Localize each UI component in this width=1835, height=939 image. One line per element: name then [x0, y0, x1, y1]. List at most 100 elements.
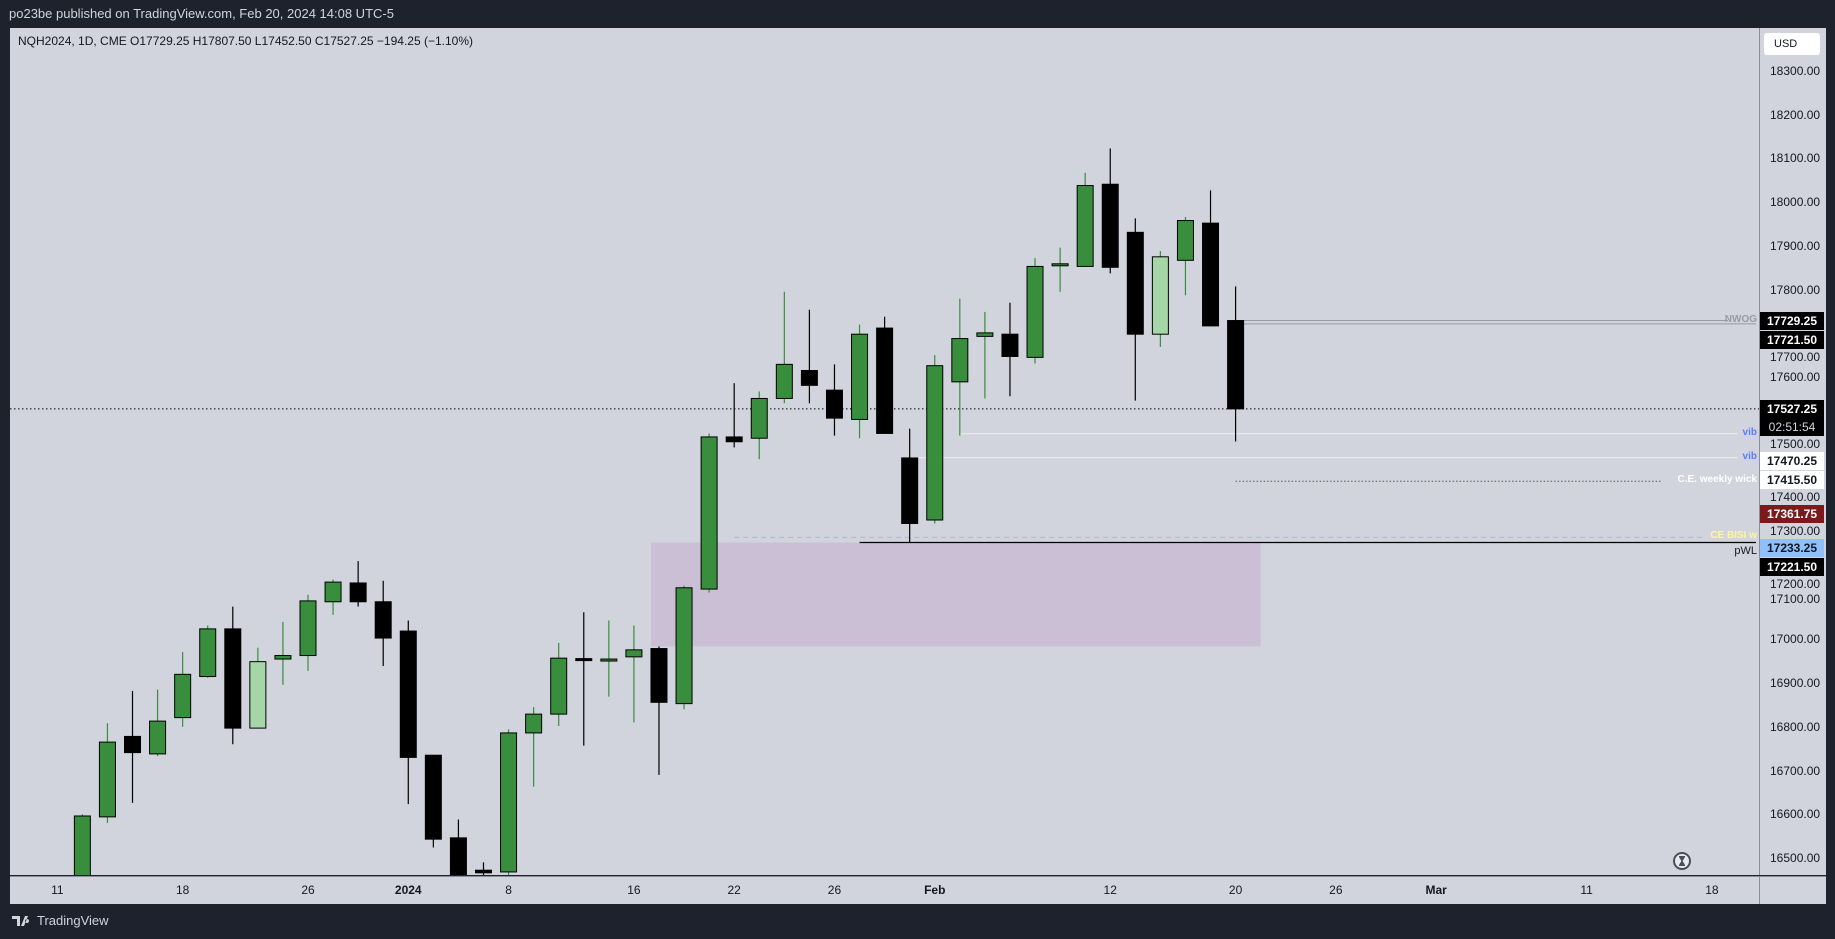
candle[interactable]	[249, 647, 267, 729]
candle[interactable]	[1026, 258, 1044, 364]
candle[interactable]	[650, 646, 668, 775]
candle[interactable]	[825, 364, 843, 436]
vib-price-badge: 17470.25	[1760, 451, 1824, 470]
candle[interactable]	[876, 316, 894, 434]
candle[interactable]	[625, 625, 643, 723]
candle[interactable]	[299, 594, 317, 671]
candle[interactable]	[550, 642, 568, 726]
candle[interactable]	[474, 862, 492, 893]
candle[interactable]	[1001, 302, 1019, 397]
price-tick: 18100.00	[1770, 151, 1821, 166]
candle-body	[951, 338, 969, 383]
candle-body	[324, 581, 342, 603]
candle[interactable]	[500, 729, 518, 879]
candle[interactable]	[98, 723, 116, 823]
candle[interactable]	[73, 814, 91, 893]
candle-body	[1151, 256, 1169, 335]
candle-body	[525, 713, 543, 734]
candle-body	[775, 363, 793, 399]
price-tick: 18300.00	[1770, 64, 1821, 78]
chart-pane[interactable]	[10, 28, 1759, 875]
candle[interactable]	[1101, 148, 1119, 274]
candle[interactable]	[374, 580, 392, 667]
candle[interactable]	[274, 621, 292, 685]
candle[interactable]	[1202, 190, 1220, 327]
hourglass-icon[interactable]	[1673, 852, 1691, 870]
candle[interactable]	[149, 689, 167, 757]
ce-bisi-price-badge: 17233.25	[1760, 538, 1824, 557]
time-tick: 16	[627, 883, 641, 897]
candle[interactable]	[199, 625, 217, 678]
time-tick: Mar	[1425, 883, 1447, 897]
candle[interactable]	[324, 579, 342, 615]
candle[interactable]	[424, 754, 442, 848]
price-tick: 17800.00	[1770, 282, 1821, 297]
price-tick: 17900.00	[1770, 238, 1821, 253]
last-price-badge: 17527.25 02:51:54	[1760, 399, 1824, 436]
candle-body	[374, 601, 392, 639]
time-tick: 20	[1228, 883, 1243, 897]
vib-label: vib	[1742, 450, 1757, 462]
candle[interactable]	[800, 309, 818, 404]
time-tick: 11	[51, 883, 64, 897]
candle[interactable]	[575, 612, 593, 746]
fvg-zone[interactable]	[650, 542, 1261, 647]
time-tick: 26	[1329, 883, 1343, 897]
tradingview-logo[interactable]: TradingView	[12, 913, 109, 928]
candle-body	[901, 457, 919, 525]
candle-body	[474, 869, 492, 874]
candle[interactable]	[951, 298, 969, 436]
candle-body	[550, 657, 568, 715]
candle-body	[625, 649, 643, 658]
currency-button[interactable]: USD	[1764, 33, 1820, 55]
candle[interactable]	[926, 355, 944, 524]
candle-body	[1001, 333, 1019, 357]
price-tick: 18000.00	[1770, 195, 1821, 210]
time-axis[interactable]	[10, 876, 1759, 904]
candle[interactable]	[1151, 251, 1169, 347]
candle[interactable]	[224, 606, 242, 745]
price-tick: 17600.00	[1770, 370, 1821, 385]
price-tick: 17700.00	[1770, 349, 1821, 364]
vib-label: vib	[1742, 426, 1757, 438]
candle[interactable]	[750, 391, 768, 460]
price-axis[interactable]	[1759, 28, 1826, 875]
candle[interactable]	[775, 291, 793, 404]
candle-body	[224, 628, 242, 729]
time-tick: 26	[827, 883, 842, 897]
candle-body	[700, 436, 718, 590]
candle-body	[1202, 222, 1220, 327]
candle-body	[926, 365, 944, 521]
vib-price-badge: 17415.50	[1760, 470, 1824, 489]
candle[interactable]	[1126, 218, 1144, 401]
candle[interactable]	[1076, 172, 1094, 267]
candle-body	[725, 436, 743, 443]
candle[interactable]	[124, 690, 142, 803]
price-tick: 17200.00	[1770, 576, 1821, 591]
candle[interactable]	[174, 652, 192, 727]
price-tick: 17100.00	[1770, 591, 1821, 606]
candle-body	[174, 673, 192, 719]
candle-body	[149, 720, 167, 755]
price-tick: 16700.00	[1770, 763, 1821, 778]
candle[interactable]	[349, 561, 367, 607]
candle[interactable]	[851, 324, 869, 439]
NWOG-price-badge: 17729.25	[1760, 311, 1824, 330]
candle[interactable]	[725, 383, 743, 448]
candle[interactable]	[901, 428, 919, 543]
candle[interactable]	[976, 311, 994, 399]
candle[interactable]	[399, 620, 417, 805]
candle[interactable]	[600, 620, 618, 697]
candle[interactable]	[1227, 286, 1245, 442]
candle[interactable]	[1176, 217, 1194, 296]
time-tick: 2024	[394, 883, 422, 897]
candle[interactable]	[449, 819, 467, 884]
candle[interactable]	[1051, 247, 1069, 292]
candle[interactable]	[700, 433, 718, 593]
candle[interactable]	[525, 707, 543, 787]
candle[interactable]	[675, 585, 693, 710]
candle-body	[825, 389, 843, 419]
candle-body	[1076, 185, 1094, 267]
candle-body	[349, 582, 367, 603]
